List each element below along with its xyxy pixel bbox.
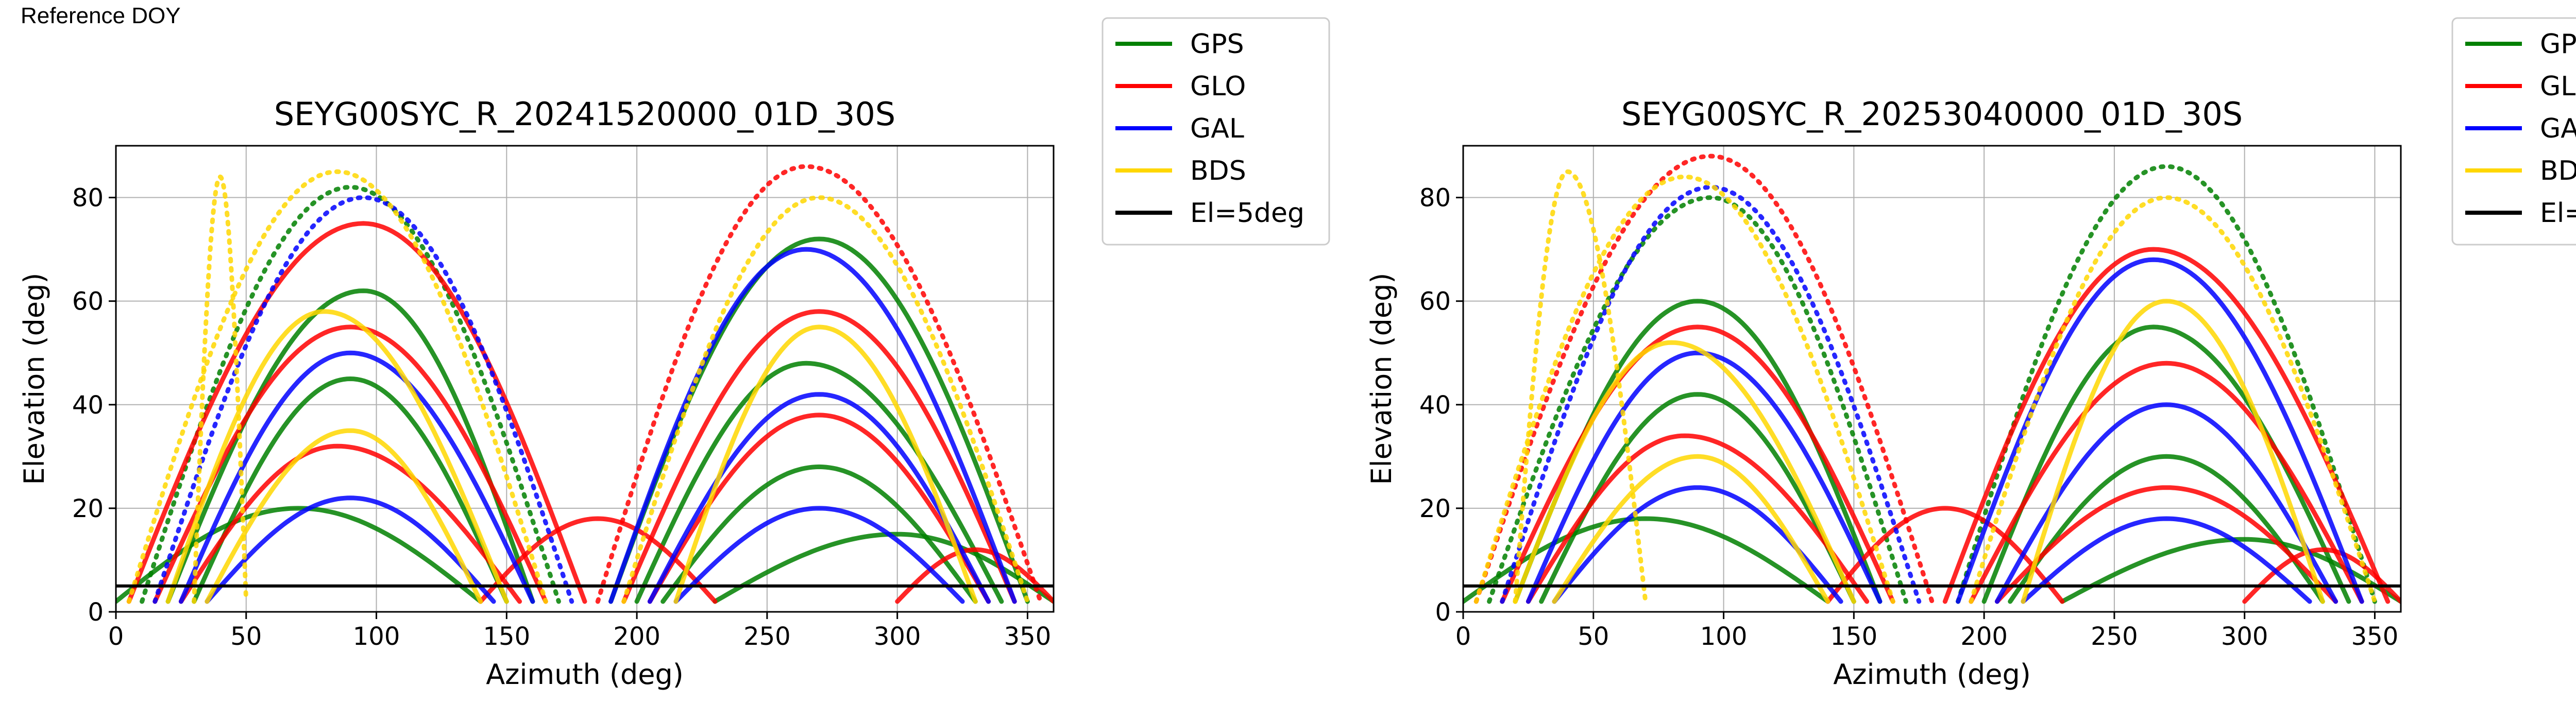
x-tick-label: 50 [1578,622,1609,651]
glo-track-arc [2242,547,2401,604]
gal-track-arc [152,195,574,604]
x-tick-label: 350 [2351,622,2399,651]
chart-panel-right: 0 50 100 150 200 250 300 350 0 20 40 60 80 SEYG00SYC_… [1365,17,2576,691]
y-tick-label: 80 [1419,184,1451,213]
gps-track-arc [192,376,509,604]
legend-label: BDS [2540,156,2576,186]
legend-label: GAL [1190,113,1244,144]
axes-frame [1462,145,2402,613]
bds-track-arc [1969,195,2377,604]
gal-track-arc [608,247,1017,604]
bds-track-arc [165,309,509,604]
x-axis-label: Azimuth (deg) [486,658,684,691]
x-tick-label: 100 [353,622,400,651]
y-tick-label: 40 [1419,391,1451,420]
gal-track-arc [2021,516,2312,604]
x-tick-label: 350 [1004,622,1052,651]
x-tick-label: 0 [108,622,124,651]
x-tick-label: 50 [230,622,262,651]
bds-track-arc [2021,299,2325,604]
gps-track-arc [1513,299,1883,604]
y-tick-label: 0 [1435,598,1451,627]
glo-track-arc [1942,247,2391,604]
figure-header-label: Reference DOY [21,3,181,28]
glo-track-arc [1526,433,1870,604]
y-tick-label: 60 [72,287,104,316]
chart-title: SEYG00SYC_R_20253040000_01D_30S [1621,95,2243,133]
gps-track-arc [165,288,535,604]
legend-label: El=5deg [1190,198,1304,229]
y-axis-label: Elevation (deg) [1365,273,1398,485]
legend-label: GPS [2540,29,2576,60]
gps-track-arc [1487,195,1908,604]
glo-track-arc [1500,324,1895,604]
bds-track-arc [621,195,1030,604]
bds-track-arc [673,324,978,604]
axes-frame [115,145,1055,613]
glo-track-arc [126,221,587,604]
legend-label: GPS [1190,29,1244,60]
legend-frame [1101,17,1330,246]
glo-track-arc [478,516,718,604]
y-tick-label: 60 [1419,287,1451,316]
gps-track-arc [2008,454,2325,604]
bds-track-arc [1552,454,1831,604]
legend-label: GAL [2540,113,2576,144]
gal-track-arc [647,392,991,604]
x-tick-label: 250 [2091,622,2138,651]
gal-track-arc [205,495,496,604]
gal-track-arc [1552,485,1843,604]
bds-track-arc [1473,174,1895,604]
legend-label: BDS [1190,156,1246,186]
gal-track-arc [1526,350,1883,604]
gal-track-arc [1994,402,2338,604]
gal-track-arc [673,506,965,604]
gps-track-arc [1956,164,2377,604]
legend: GPS GLO GAL BDS El=5deg [1101,17,1330,246]
x-tick-label: 300 [874,622,921,651]
bds-track-arc [1513,169,1648,604]
x-tick-label: 200 [613,622,660,651]
glo-track-arc [152,324,548,604]
bds-track-arc [126,169,548,604]
y-tick-label: 80 [72,184,104,213]
y-tick-label: 40 [72,391,104,420]
glo-track-arc [1994,485,2338,604]
glo-track-arc [1473,153,1935,604]
chart-title: SEYG00SYC_R_20241520000_01D_30S [274,95,895,133]
y-tick-label: 20 [1419,494,1451,523]
y-tick-label: 20 [72,494,104,523]
gps-track-arc [1463,516,1831,604]
chart-panel-left: 0 50 100 150 200 250 300 350 0 20 40 60 80 SEYG00SYC_… [18,17,1330,691]
x-tick-label: 300 [2221,622,2268,651]
legend-label: GLO [2540,71,2576,102]
legend-frame [2451,17,2576,246]
plot-data-area [1463,153,2401,604]
bds-track-arc [192,174,249,604]
gal-track-arc [178,350,535,604]
plot-data-area [116,164,1054,604]
glo-track-arc [178,443,522,604]
legend-label: El=5deg [2540,198,2576,229]
y-axis-label: Elevation (deg) [18,273,50,485]
legend: GPS GLO GAL BDS El=5deg [2451,17,2576,246]
gps-track-arc [634,361,1004,604]
x-tick-label: 0 [1455,622,1471,651]
gps-track-arc [660,464,978,604]
legend-label: GLO [1190,71,1246,102]
bds-track-arc [1513,340,1856,604]
x-tick-label: 250 [743,622,791,651]
y-tick-label: 0 [88,598,104,627]
x-tick-label: 200 [1960,622,2008,651]
glo-track-arc [895,547,1054,604]
x-tick-label: 150 [1831,622,1878,651]
glo-track-arc [1969,361,2364,604]
bds-track-arc [205,428,483,604]
x-axis-label: Azimuth (deg) [1833,658,2031,691]
glo-track-arc [621,309,1017,604]
x-tick-label: 100 [1700,622,1748,651]
x-tick-label: 150 [483,622,531,651]
